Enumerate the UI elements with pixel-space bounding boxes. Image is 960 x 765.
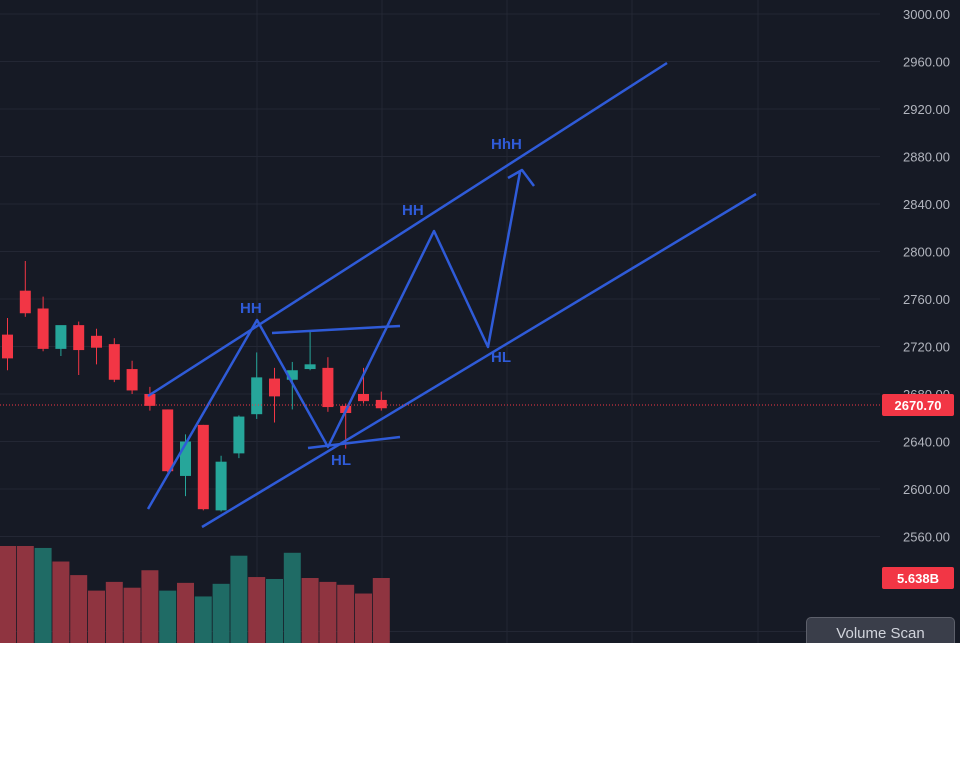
- y-tick-label: 2560.00: [903, 530, 950, 545]
- candle[interactable]: [108, 338, 120, 383]
- candle-body: [304, 364, 316, 370]
- volume-bar: [266, 578, 283, 643]
- volume-bar: [177, 582, 194, 643]
- y-tick-label: 2600.00: [903, 482, 950, 497]
- volume-bar: [88, 590, 105, 643]
- candle[interactable]: [375, 391, 387, 411]
- volume-bar: [70, 575, 88, 643]
- volume-bar: [283, 552, 301, 643]
- y-tick-label: 3000.00: [903, 7, 950, 22]
- candle-body: [180, 441, 191, 476]
- candle-body: [375, 399, 387, 409]
- candle[interactable]: [162, 409, 174, 473]
- y-tick-label: 2720.00: [903, 340, 950, 355]
- y-tick-label: 2800.00: [903, 245, 950, 260]
- lower-channel-line: [201, 192, 757, 529]
- annotation-hh-2: HH: [402, 202, 424, 219]
- volume-bar: [159, 590, 177, 643]
- volume-value-badge: 5.638B: [882, 567, 954, 589]
- candle-body: [55, 325, 67, 349]
- current-price-badge: 2670.70: [882, 394, 954, 417]
- volume-bar: [0, 546, 16, 643]
- volume-bar: [301, 578, 319, 643]
- candle[interactable]: [37, 296, 49, 352]
- candle-body: [126, 369, 138, 391]
- annotation-hh-1: HH: [240, 300, 262, 317]
- bottom-horizontal-line: [307, 435, 401, 450]
- volume-bar: [105, 581, 123, 643]
- volume-bar: [372, 578, 390, 643]
- candle-body: [162, 409, 174, 472]
- y-tick-label: 2640.00: [903, 435, 950, 450]
- volume-bar: [123, 587, 141, 643]
- candle[interactable]: [251, 352, 263, 419]
- trend-drawings: HH HH HhH HL HL: [146, 61, 757, 529]
- annotation-hl-2: HL: [491, 349, 511, 366]
- projection-arrowhead: [507, 168, 535, 187]
- candle-body: [91, 335, 102, 348]
- candle[interactable]: [233, 415, 245, 459]
- y-tick-label: 2760.00: [903, 292, 950, 307]
- candle-body: [37, 308, 49, 349]
- candle-body: [269, 378, 280, 397]
- volume-bar: [337, 584, 355, 643]
- volume-bar: [248, 577, 266, 643]
- candle[interactable]: [215, 455, 227, 512]
- volume-scan-button[interactable]: Volume Scan: [806, 617, 955, 643]
- candle[interactable]: [322, 357, 334, 412]
- candle-body: [286, 370, 298, 380]
- volume-bar: [52, 561, 70, 643]
- candlestick-series: [2, 261, 387, 512]
- volume-histogram: [0, 546, 390, 643]
- candle-body: [197, 424, 209, 510]
- candle[interactable]: [197, 424, 209, 511]
- candle-body: [108, 344, 120, 380]
- candle[interactable]: [2, 318, 13, 371]
- volume-bar: [212, 583, 230, 643]
- candle[interactable]: [304, 331, 316, 371]
- candle-body: [73, 325, 85, 351]
- current-price-label: 2670.70: [895, 398, 942, 413]
- annotation-hl-1: HL: [331, 452, 351, 469]
- candle[interactable]: [19, 261, 31, 317]
- candle-body: [322, 367, 334, 408]
- volume-bar: [34, 547, 52, 643]
- candle-body: [251, 377, 263, 415]
- volume-bar: [355, 593, 372, 643]
- candle-body: [144, 394, 156, 406]
- volume-value-label: 5.638B: [897, 571, 939, 586]
- candle[interactable]: [73, 321, 85, 375]
- price-axis: 3000.00 2960.00 2920.00 2880.00 2840.00 2800.…: [903, 7, 950, 640]
- y-tick-label: 2920.00: [903, 102, 950, 117]
- candle[interactable]: [269, 367, 280, 423]
- volume-bar: [319, 581, 337, 643]
- upper-channel-line: [147, 61, 668, 398]
- volume-bar: [141, 570, 159, 643]
- price-chart[interactable]: HH HH HhH HL HL 3000.00 2960.00 2920.00 288…: [0, 0, 960, 643]
- grid-lines: [0, 0, 880, 643]
- candle[interactable]: [144, 386, 156, 411]
- volume-bar: [16, 546, 34, 643]
- candle-body: [215, 461, 227, 511]
- projection-zigzag: [146, 171, 522, 510]
- candle-body: [2, 334, 13, 359]
- volume-bar: [230, 555, 248, 643]
- candle[interactable]: [126, 360, 138, 394]
- candle-body: [358, 394, 369, 402]
- candle-body: [233, 416, 245, 454]
- chart-panel[interactable]: HH HH HhH HL HL 3000.00 2960.00 2920.00 288…: [0, 0, 960, 643]
- y-tick-label: 2880.00: [903, 150, 950, 165]
- y-tick-label: 2840.00: [903, 197, 950, 212]
- candle[interactable]: [91, 328, 102, 365]
- candle-body: [19, 290, 31, 314]
- annotation-hhh: HhH: [491, 136, 522, 153]
- volume-bar: [194, 596, 212, 643]
- candle[interactable]: [55, 325, 67, 356]
- y-tick-label: 2960.00: [903, 55, 950, 70]
- top-horizontal-line: [271, 324, 401, 335]
